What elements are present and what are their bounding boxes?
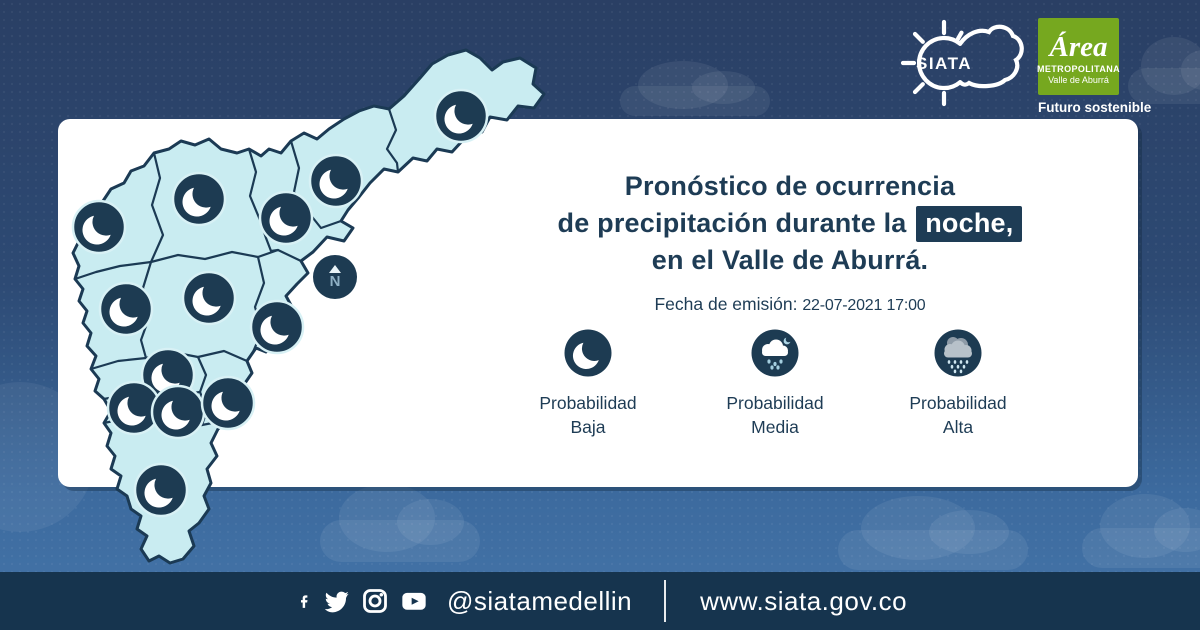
aburra-map <box>71 48 546 565</box>
cloud-shape <box>320 484 480 562</box>
moon-marker <box>433 88 489 144</box>
emission-datetime: 22-07-2021 17:00 <box>802 297 926 314</box>
legend-low: Probabilidad Baja <box>488 329 688 439</box>
legend-medium-label: Probabilidad Media <box>726 393 824 437</box>
legend-high: Probabilidad Alta <box>858 329 1058 439</box>
twitter-icon[interactable] <box>323 587 351 615</box>
moon-marker <box>181 270 237 326</box>
moon-marker <box>133 462 189 518</box>
cloud-heavy-rain-icon <box>934 329 982 377</box>
footer-divider <box>664 580 667 622</box>
siata-logo: SIATA <box>900 19 1024 107</box>
amva-logo: Área METROPOLITANA Valle de Aburrá Futur… <box>1036 18 1152 115</box>
moon-marker <box>200 375 256 431</box>
cloud-shape <box>1128 37 1200 104</box>
cloud-drizzle-moon-icon <box>751 329 799 377</box>
cloud-shape <box>620 60 770 116</box>
siata-logo-text: SIATA <box>916 54 972 73</box>
moon-marker <box>71 199 127 255</box>
forecast-title: Pronóstico de ocurrencia de precipitació… <box>460 168 1120 315</box>
amva-line1: METROPOLITANA <box>1036 63 1121 74</box>
legend-low-label: Probabilidad Baja <box>539 393 637 437</box>
youtube-icon[interactable] <box>399 587 429 615</box>
moon-marker <box>150 384 206 440</box>
facebook-icon[interactable] <box>298 587 313 615</box>
amva-line2: Valle de Aburrá <box>1048 74 1109 85</box>
title-line-1: Pronóstico de ocurrencia <box>624 171 956 201</box>
emission-label: Fecha de emisión: <box>654 294 798 314</box>
social-icons <box>298 587 429 615</box>
north-arrow-icon <box>329 265 341 273</box>
cloud-shape <box>838 496 1028 570</box>
moon-icon <box>564 329 612 377</box>
footer-bar: @siatamedellin www.siata.gov.co <box>0 572 1200 630</box>
compass-letter: N <box>329 273 341 290</box>
amva-tagline: Futuro sostenible <box>1038 100 1152 115</box>
emission-date: Fecha de emisión: 22-07-2021 17:00 <box>460 294 1120 315</box>
highlight-noche: noche, <box>916 206 1023 242</box>
title-line-2: de precipitación durante la noche, <box>460 205 1120 242</box>
north-compass: N <box>313 255 357 299</box>
website-link[interactable]: www.siata.gov.co <box>700 585 908 616</box>
probability-legend: Probabilidad Baja Probabilidad <box>460 329 1120 459</box>
moon-marker <box>171 171 227 227</box>
moon-marker <box>98 281 154 337</box>
legend-medium: Probabilidad Media <box>675 329 875 439</box>
amva-green-box: Área METROPOLITANA Valle de Aburrá <box>1036 18 1121 95</box>
instagram-icon[interactable] <box>361 587 389 615</box>
moon-marker <box>308 153 364 209</box>
moon-marker <box>249 299 305 355</box>
moon-marker <box>258 190 314 246</box>
title-line-2-text: de precipitación durante la <box>557 208 907 238</box>
legend-high-label: Probabilidad Alta <box>909 393 1007 437</box>
social-handle[interactable]: @siatamedellin <box>447 585 633 616</box>
cloud-shape <box>1082 494 1200 568</box>
title-line-3: en el Valle de Aburrá. <box>651 245 929 275</box>
amva-script-text: Área <box>1049 30 1108 63</box>
